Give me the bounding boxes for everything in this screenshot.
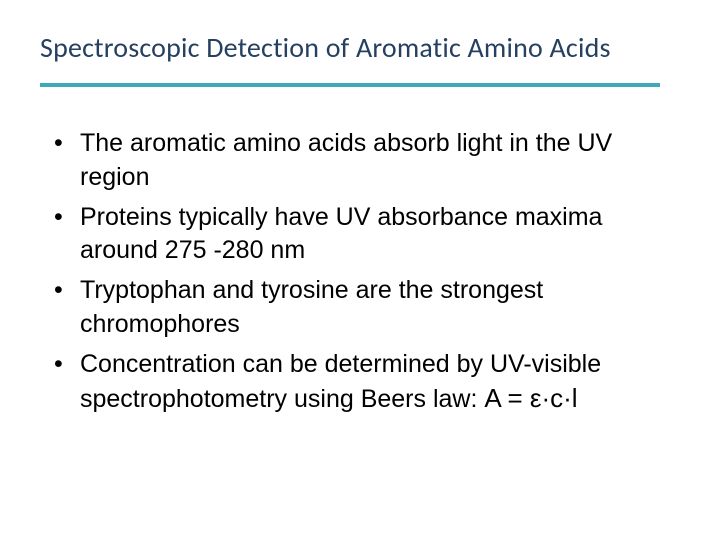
bullet-text: The aromatic amino acids absorb light in… [80, 129, 612, 191]
bullet-text: Tryptophan and tyrosine are the stronges… [80, 276, 543, 338]
slide-title: Spectroscopic Detection of Aromatic Amin… [40, 30, 680, 65]
bullet-item: Tryptophan and tyrosine are the stronges… [48, 274, 680, 342]
title-divider [40, 83, 660, 87]
bullet-text: Proteins typically have UV absorbance ma… [80, 203, 602, 265]
formula: A = ε·c·l [484, 383, 577, 413]
bullet-list: The aromatic amino acids absorb light in… [40, 127, 680, 417]
bullet-item: Proteins typically have UV absorbance ma… [48, 201, 680, 269]
slide: Spectroscopic Detection of Aromatic Amin… [0, 0, 720, 540]
bullet-item: Concentration can be determined by UV-vi… [48, 348, 680, 418]
bullet-item: The aromatic amino acids absorb light in… [48, 127, 680, 195]
